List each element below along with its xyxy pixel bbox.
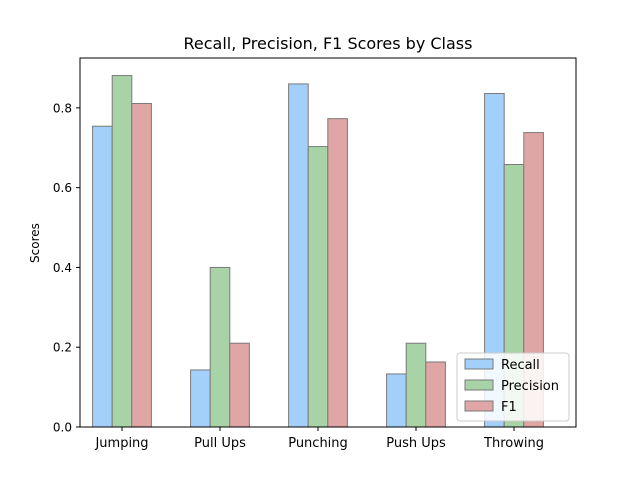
legend-swatch-recall: [464, 358, 494, 370]
legend-swatch-precision: [464, 379, 494, 391]
legend-label-precision: Precision: [501, 379, 559, 394]
bar-recall-push-ups: [386, 373, 407, 428]
x-tick-label: Push Ups: [386, 436, 446, 451]
chart-title: Recall, Precision, F1 Scores by Class: [184, 34, 473, 53]
bar-f1-push-ups: [425, 361, 446, 428]
plot-frame: [79, 57, 577, 428]
y-tick-label: 0.2: [53, 341, 72, 355]
bar-recall-punching: [288, 83, 309, 428]
bar-recall-jumping: [92, 125, 113, 428]
bars-group: [92, 75, 544, 428]
bar-f1-jumping: [131, 102, 152, 428]
bar-precision-jumping: [111, 75, 133, 428]
legend: Recall Precision F1: [456, 352, 570, 422]
legend-label-recall: Recall: [501, 358, 540, 373]
y-tick-label: 0.0: [53, 421, 72, 435]
bar-precision-punching: [307, 146, 329, 428]
bar-precision-pull-ups: [209, 266, 231, 428]
bar-precision-push-ups: [405, 342, 427, 428]
x-tick-label: Throwing: [483, 436, 544, 451]
axes-group: 0.0 0.2 0.4 0.6 0.8 Jumping Pull Ups Punching Pu…: [53, 57, 577, 451]
legend-swatch-f1: [464, 400, 494, 412]
y-axis-label: Scores: [28, 223, 42, 263]
y-tick-label: 0.4: [53, 261, 72, 275]
x-tick-label: Jumping: [94, 436, 148, 451]
bar-f1-pull-ups: [229, 342, 250, 428]
x-tick-label: Punching: [288, 436, 348, 451]
legend-label-f1: F1: [501, 400, 517, 415]
y-tick-label: 0.8: [53, 101, 72, 115]
y-tick-label: 0.6: [53, 181, 72, 195]
bar-recall-pull-ups: [190, 369, 211, 428]
x-tick-label: Pull Ups: [194, 436, 246, 451]
bar-f1-punching: [327, 118, 348, 428]
